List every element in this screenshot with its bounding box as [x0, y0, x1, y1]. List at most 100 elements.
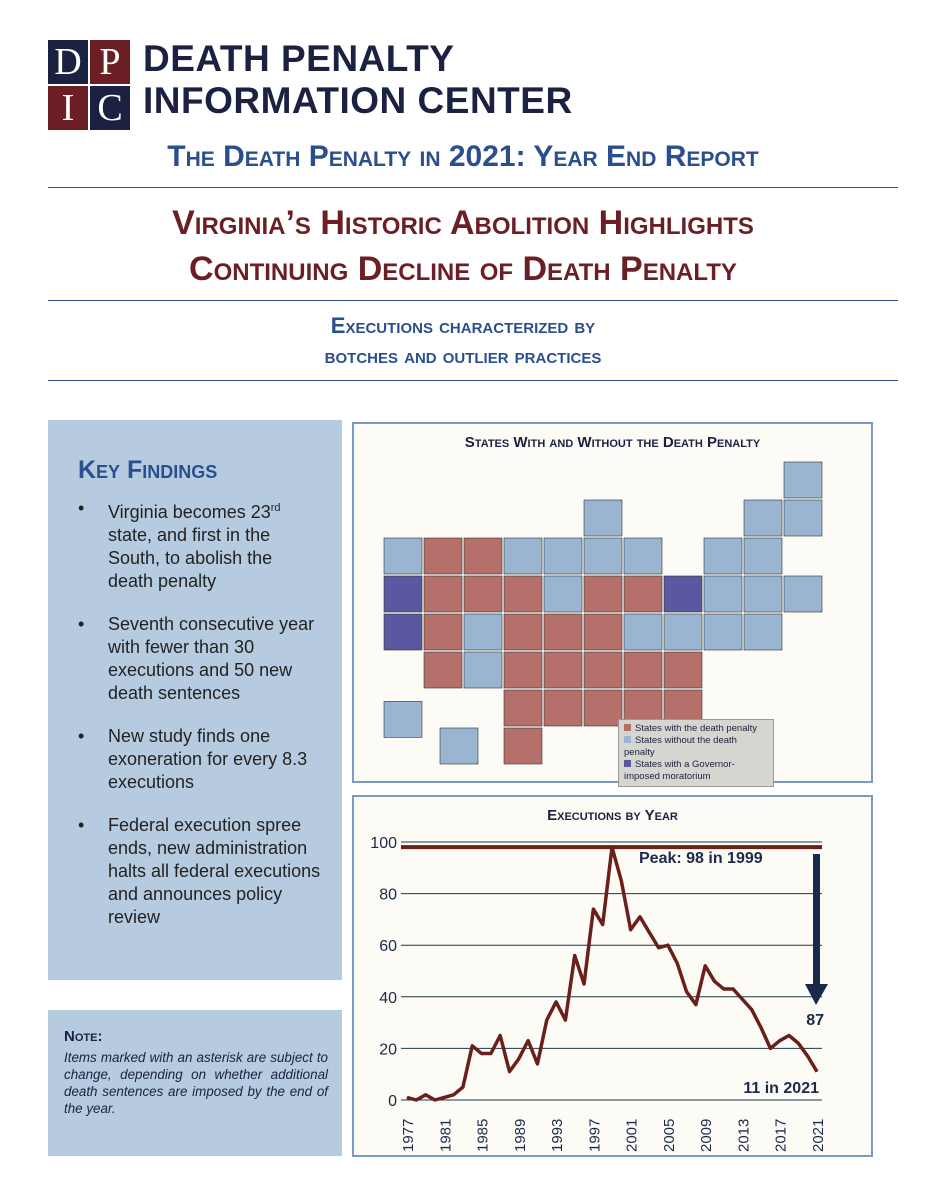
legend-item: States without the death penalty	[624, 735, 737, 758]
state-sc	[663, 651, 703, 689]
state-oh	[623, 575, 663, 613]
data-point	[695, 1004, 697, 1006]
data-point	[676, 962, 678, 964]
x-tick-label: 1977	[400, 1119, 417, 1152]
key-findings-title: Key Findings	[78, 456, 218, 484]
data-point	[807, 1055, 809, 1057]
state-ok	[503, 689, 543, 727]
data-point	[816, 1071, 818, 1073]
report-title: The Death Penalty in 2021: Year End Repo…	[167, 140, 759, 173]
data-point	[769, 1047, 771, 1049]
data-point	[583, 983, 585, 985]
state-nc	[623, 651, 663, 689]
dpic-logo: D P I C	[48, 40, 130, 130]
chart-panel: Executions by Year 0 20 40 60 80 100 1977 1981 1…	[352, 795, 873, 1157]
note-box: Note: Items marked with an asterisk are …	[48, 1010, 342, 1156]
us-map	[383, 461, 823, 765]
data-point	[788, 1035, 790, 1036]
state-wv	[623, 613, 663, 651]
x-tick-label: 1997	[586, 1119, 603, 1152]
state-mt	[463, 537, 503, 575]
data-point	[574, 955, 576, 957]
data-point	[471, 1045, 473, 1047]
note-text: Items marked with an asterisk are subjec…	[64, 1050, 328, 1116]
x-tick-label: 2017	[773, 1119, 790, 1152]
data-point	[592, 908, 594, 910]
data-point	[555, 1001, 557, 1003]
data-point	[536, 1063, 538, 1065]
headline-line: Virginia’s Historic Abolition Highlights	[172, 204, 754, 242]
data-point	[481, 1053, 483, 1055]
data-point	[760, 1027, 762, 1029]
data-point	[509, 1071, 510, 1073]
finding-item: Seventh consecutive year with fewer than…	[78, 613, 322, 705]
finding-item: Virginia becomes 23rd state, and first i…	[78, 497, 322, 593]
legend-swatch	[624, 724, 631, 731]
state-ne	[503, 613, 543, 651]
chart-title: Executions by Year	[547, 807, 678, 824]
state-de	[743, 613, 783, 651]
x-tick-label: 2009	[698, 1119, 715, 1152]
state-nj	[703, 575, 743, 613]
finding-item: Federal execution spree ends, new admini…	[78, 814, 322, 929]
x-tick-label: 1985	[475, 1119, 492, 1152]
state-ky	[583, 613, 623, 651]
data-point	[732, 988, 734, 990]
arrow-head	[805, 984, 828, 1005]
org-line: DEATH PENALTY	[143, 38, 455, 79]
state-ny	[703, 537, 743, 575]
latest-annotation: 11 in 2021	[743, 1080, 819, 1097]
map-legend: States with the death penalty States wit…	[618, 719, 774, 787]
data-point	[564, 1019, 566, 1021]
logo-letter: P	[90, 40, 130, 84]
data-point	[611, 846, 613, 848]
state-mi	[623, 537, 663, 575]
legend-swatch	[624, 736, 631, 743]
data-point	[406, 1096, 408, 1098]
subhead-line: Executions characterized by	[330, 313, 596, 338]
key-findings: Key Findings Virginia becomes 23rd state…	[48, 420, 342, 980]
state-sd	[503, 575, 543, 613]
state-ma	[743, 537, 783, 575]
state-nm	[463, 651, 503, 689]
subhead: Executions characterized by botches and …	[0, 311, 926, 371]
y-tick-label: 20	[379, 1041, 397, 1058]
state-il	[583, 537, 623, 575]
x-tick-label: 2021	[810, 1119, 827, 1152]
state-ri	[783, 575, 823, 613]
state-nh	[783, 499, 823, 537]
state-ca	[383, 613, 423, 651]
state-wi	[583, 499, 623, 537]
data-point	[723, 988, 725, 990]
peak-annotation: Peak: 98 in 1999	[639, 850, 763, 867]
x-tick-label: 1993	[549, 1119, 566, 1152]
data-point	[620, 880, 622, 882]
legend-item: States with the death penalty	[624, 723, 768, 735]
state-id	[423, 537, 463, 575]
x-tick-label: 1989	[512, 1119, 529, 1152]
data-point	[779, 1040, 781, 1042]
data-point	[714, 980, 715, 982]
state-mn	[543, 537, 583, 575]
state-tx	[503, 727, 543, 765]
executions-line	[406, 845, 819, 1102]
data-point	[490, 1053, 492, 1055]
data-point	[443, 1096, 445, 1098]
headline: Virginia’s Historic Abolition Highlights…	[0, 200, 926, 292]
x-tick-label: 2005	[661, 1119, 678, 1152]
headline-line: Continuing Decline of Death Penalty	[189, 250, 737, 288]
y-tick-label: 60	[379, 938, 397, 955]
data-point	[639, 916, 641, 918]
data-point	[741, 998, 743, 1000]
state-md	[703, 613, 743, 651]
map-panel: States With and Without the Death Penalt…	[352, 422, 873, 787]
y-tick-label: 100	[370, 835, 397, 852]
data-point	[462, 1086, 464, 1088]
state-az	[423, 651, 463, 689]
data-point	[425, 1094, 427, 1096]
state-wa	[383, 537, 423, 575]
divider	[48, 187, 898, 188]
state-me	[783, 461, 823, 499]
org-name: DEATH PENALTY INFORMATION CENTER	[143, 38, 573, 122]
data-point	[751, 1009, 753, 1011]
